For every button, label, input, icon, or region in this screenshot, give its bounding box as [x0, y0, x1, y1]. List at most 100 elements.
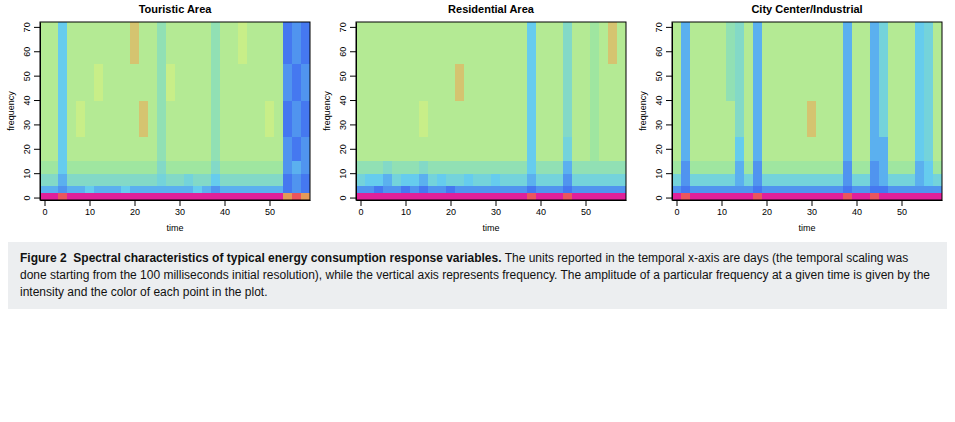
cell [401, 22, 411, 64]
cell [590, 173, 600, 186]
cell [292, 185, 302, 193]
cell [392, 173, 402, 186]
cell [401, 185, 411, 193]
cell [518, 63, 528, 100]
cell [726, 137, 736, 162]
cell [581, 63, 591, 100]
cell [139, 137, 149, 162]
cell [753, 100, 763, 137]
cell [807, 63, 817, 100]
cell [753, 63, 763, 100]
cell [238, 185, 248, 193]
y-tick-mark [34, 51, 40, 52]
y-tick: 0 [338, 196, 356, 201]
cell [924, 100, 934, 137]
y-tick: 60 [22, 47, 40, 57]
cell [681, 173, 691, 186]
cell [482, 63, 492, 100]
cell [85, 22, 95, 64]
cell [834, 100, 844, 137]
cell [879, 63, 889, 100]
cell [193, 137, 203, 162]
x-tick: 40 [536, 200, 546, 217]
cell [103, 161, 113, 174]
cell [870, 193, 880, 200]
cell [545, 22, 555, 64]
cell [437, 173, 447, 186]
x-tick-mark [361, 200, 362, 206]
cell [383, 161, 393, 174]
cell [211, 161, 221, 174]
y-tick-label: 30 [22, 120, 32, 130]
cell [211, 193, 221, 200]
cell [473, 100, 483, 137]
cell [816, 173, 826, 186]
x-tick-label: 40 [852, 207, 862, 217]
cell [238, 22, 248, 64]
cell [563, 173, 573, 186]
cell [166, 137, 176, 162]
cell [870, 137, 880, 162]
y-tick-label: 20 [338, 144, 348, 154]
cell [690, 137, 700, 162]
cell [924, 22, 934, 64]
cell [933, 137, 942, 162]
cell [419, 185, 429, 193]
cell [455, 185, 465, 193]
cell [121, 22, 131, 64]
cell [265, 100, 275, 137]
cell [49, 22, 59, 64]
cell [49, 100, 59, 137]
cell [401, 100, 411, 137]
cell [374, 63, 384, 100]
cell [672, 173, 682, 186]
cell [356, 193, 366, 200]
cell [717, 63, 727, 100]
cell [771, 137, 781, 162]
cell [202, 100, 212, 137]
cell [554, 185, 564, 193]
cell [879, 100, 889, 137]
y-tick-mark [666, 51, 672, 52]
cell [58, 185, 68, 193]
cell [608, 22, 618, 64]
cell [301, 22, 310, 64]
cell [256, 63, 266, 100]
cell [527, 22, 537, 64]
cell [518, 185, 528, 193]
cell [888, 185, 898, 193]
cell [509, 185, 519, 193]
cell [229, 185, 239, 193]
y-tick-label: 50 [22, 71, 32, 81]
cell [726, 100, 736, 137]
cell [708, 100, 718, 137]
cell [211, 137, 221, 162]
cell [681, 22, 691, 64]
cell [374, 161, 384, 174]
cell [428, 100, 438, 137]
cell [410, 100, 420, 137]
cell [780, 137, 790, 162]
y-axis-title: frequency [6, 91, 16, 131]
cell [906, 100, 916, 137]
cell [536, 161, 546, 174]
y-tick-mark [350, 76, 356, 77]
cell [608, 137, 618, 162]
x-tick: 50 [581, 200, 591, 217]
cell [825, 185, 835, 193]
cell [771, 161, 781, 174]
cell [789, 22, 799, 64]
cell [365, 100, 375, 137]
y-axis-line [40, 23, 41, 201]
cell [762, 161, 772, 174]
cell [40, 161, 50, 174]
cell [545, 100, 555, 137]
cell [76, 22, 86, 64]
cell [780, 185, 790, 193]
y-tick-mark [34, 149, 40, 150]
cell [220, 137, 230, 162]
cell [85, 63, 95, 100]
cell [843, 161, 853, 174]
cell [717, 137, 727, 162]
cell [220, 63, 230, 100]
